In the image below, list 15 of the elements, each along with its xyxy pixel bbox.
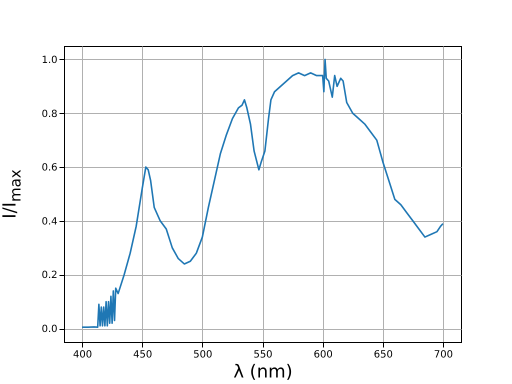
y-tick-label: 0.6 xyxy=(42,162,58,174)
x-axis-title: λ (nm) xyxy=(233,362,293,382)
x-tick-label: 450 xyxy=(133,350,152,360)
y-tick-label: 0.4 xyxy=(42,216,58,228)
x-tick-label: 550 xyxy=(253,350,273,360)
y-tick-label: 1.0 xyxy=(42,54,58,66)
line-series xyxy=(81,58,444,328)
x-tick-label: 500 xyxy=(193,350,212,360)
x-tick-label: 650 xyxy=(374,350,393,360)
y-tick-label: 0.2 xyxy=(42,270,58,282)
x-tick-label: 400 xyxy=(73,350,92,360)
x-tick-label: 700 xyxy=(434,350,453,360)
y-tick-label: 0.8 xyxy=(42,108,58,120)
y-tick-label: 0.0 xyxy=(42,324,58,336)
x-tick-label: 600 xyxy=(314,350,333,360)
